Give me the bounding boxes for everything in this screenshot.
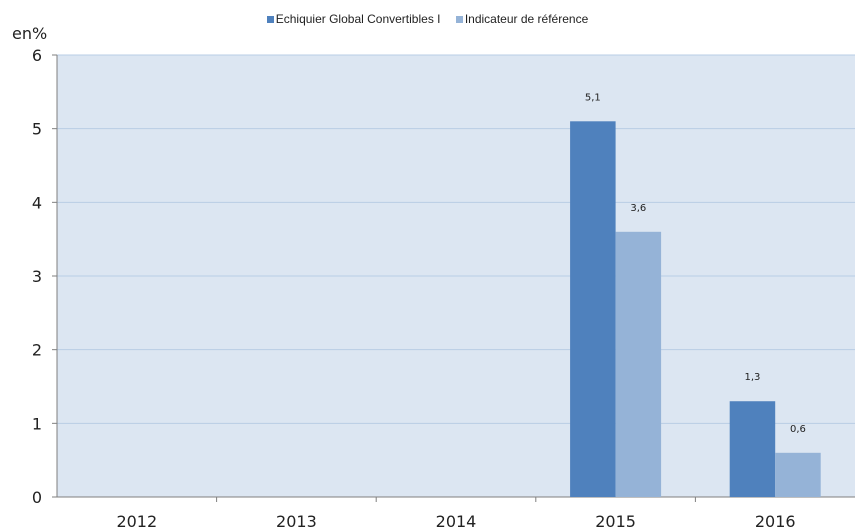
y-tick-label: 4 <box>32 193 42 212</box>
legend-label-series-2: Indicateur de référence <box>464 12 589 26</box>
legend-item-series-1: Echiquier Global Convertibles I <box>266 12 441 26</box>
y-tick-label: 2 <box>32 341 42 360</box>
legend-label-series-1: Echiquier Global Convertibles I <box>275 12 441 26</box>
y-tick-label: 6 <box>32 46 42 65</box>
y-tick-label: 5 <box>32 120 42 139</box>
y-tick-label: 1 <box>32 414 42 433</box>
legend-item-series-2: Indicateur de référence <box>455 12 589 26</box>
y-tick-label: 0 <box>32 488 42 507</box>
data-label: 5,1 <box>585 92 601 103</box>
x-tick-label: 2013 <box>276 512 317 529</box>
bar <box>775 452 821 497</box>
data-label: 3,6 <box>630 203 646 214</box>
bar <box>729 401 776 497</box>
x-tick-label: 2014 <box>436 512 477 529</box>
legend-swatch-series-1 <box>266 16 274 23</box>
x-tick-label: 2015 <box>595 512 636 529</box>
bar <box>615 231 662 498</box>
x-tick-label: 2012 <box>116 512 157 529</box>
y-tick-label: 3 <box>32 267 42 286</box>
data-label: 0,6 <box>790 424 806 435</box>
bar <box>570 121 616 498</box>
x-tick-label: 2016 <box>755 512 796 529</box>
y-axis-unit-label: en% <box>12 24 48 43</box>
data-label: 1,3 <box>744 372 760 383</box>
legend: Echiquier Global Convertibles I Indicate… <box>0 12 855 26</box>
legend-swatch-series-2 <box>455 16 463 23</box>
